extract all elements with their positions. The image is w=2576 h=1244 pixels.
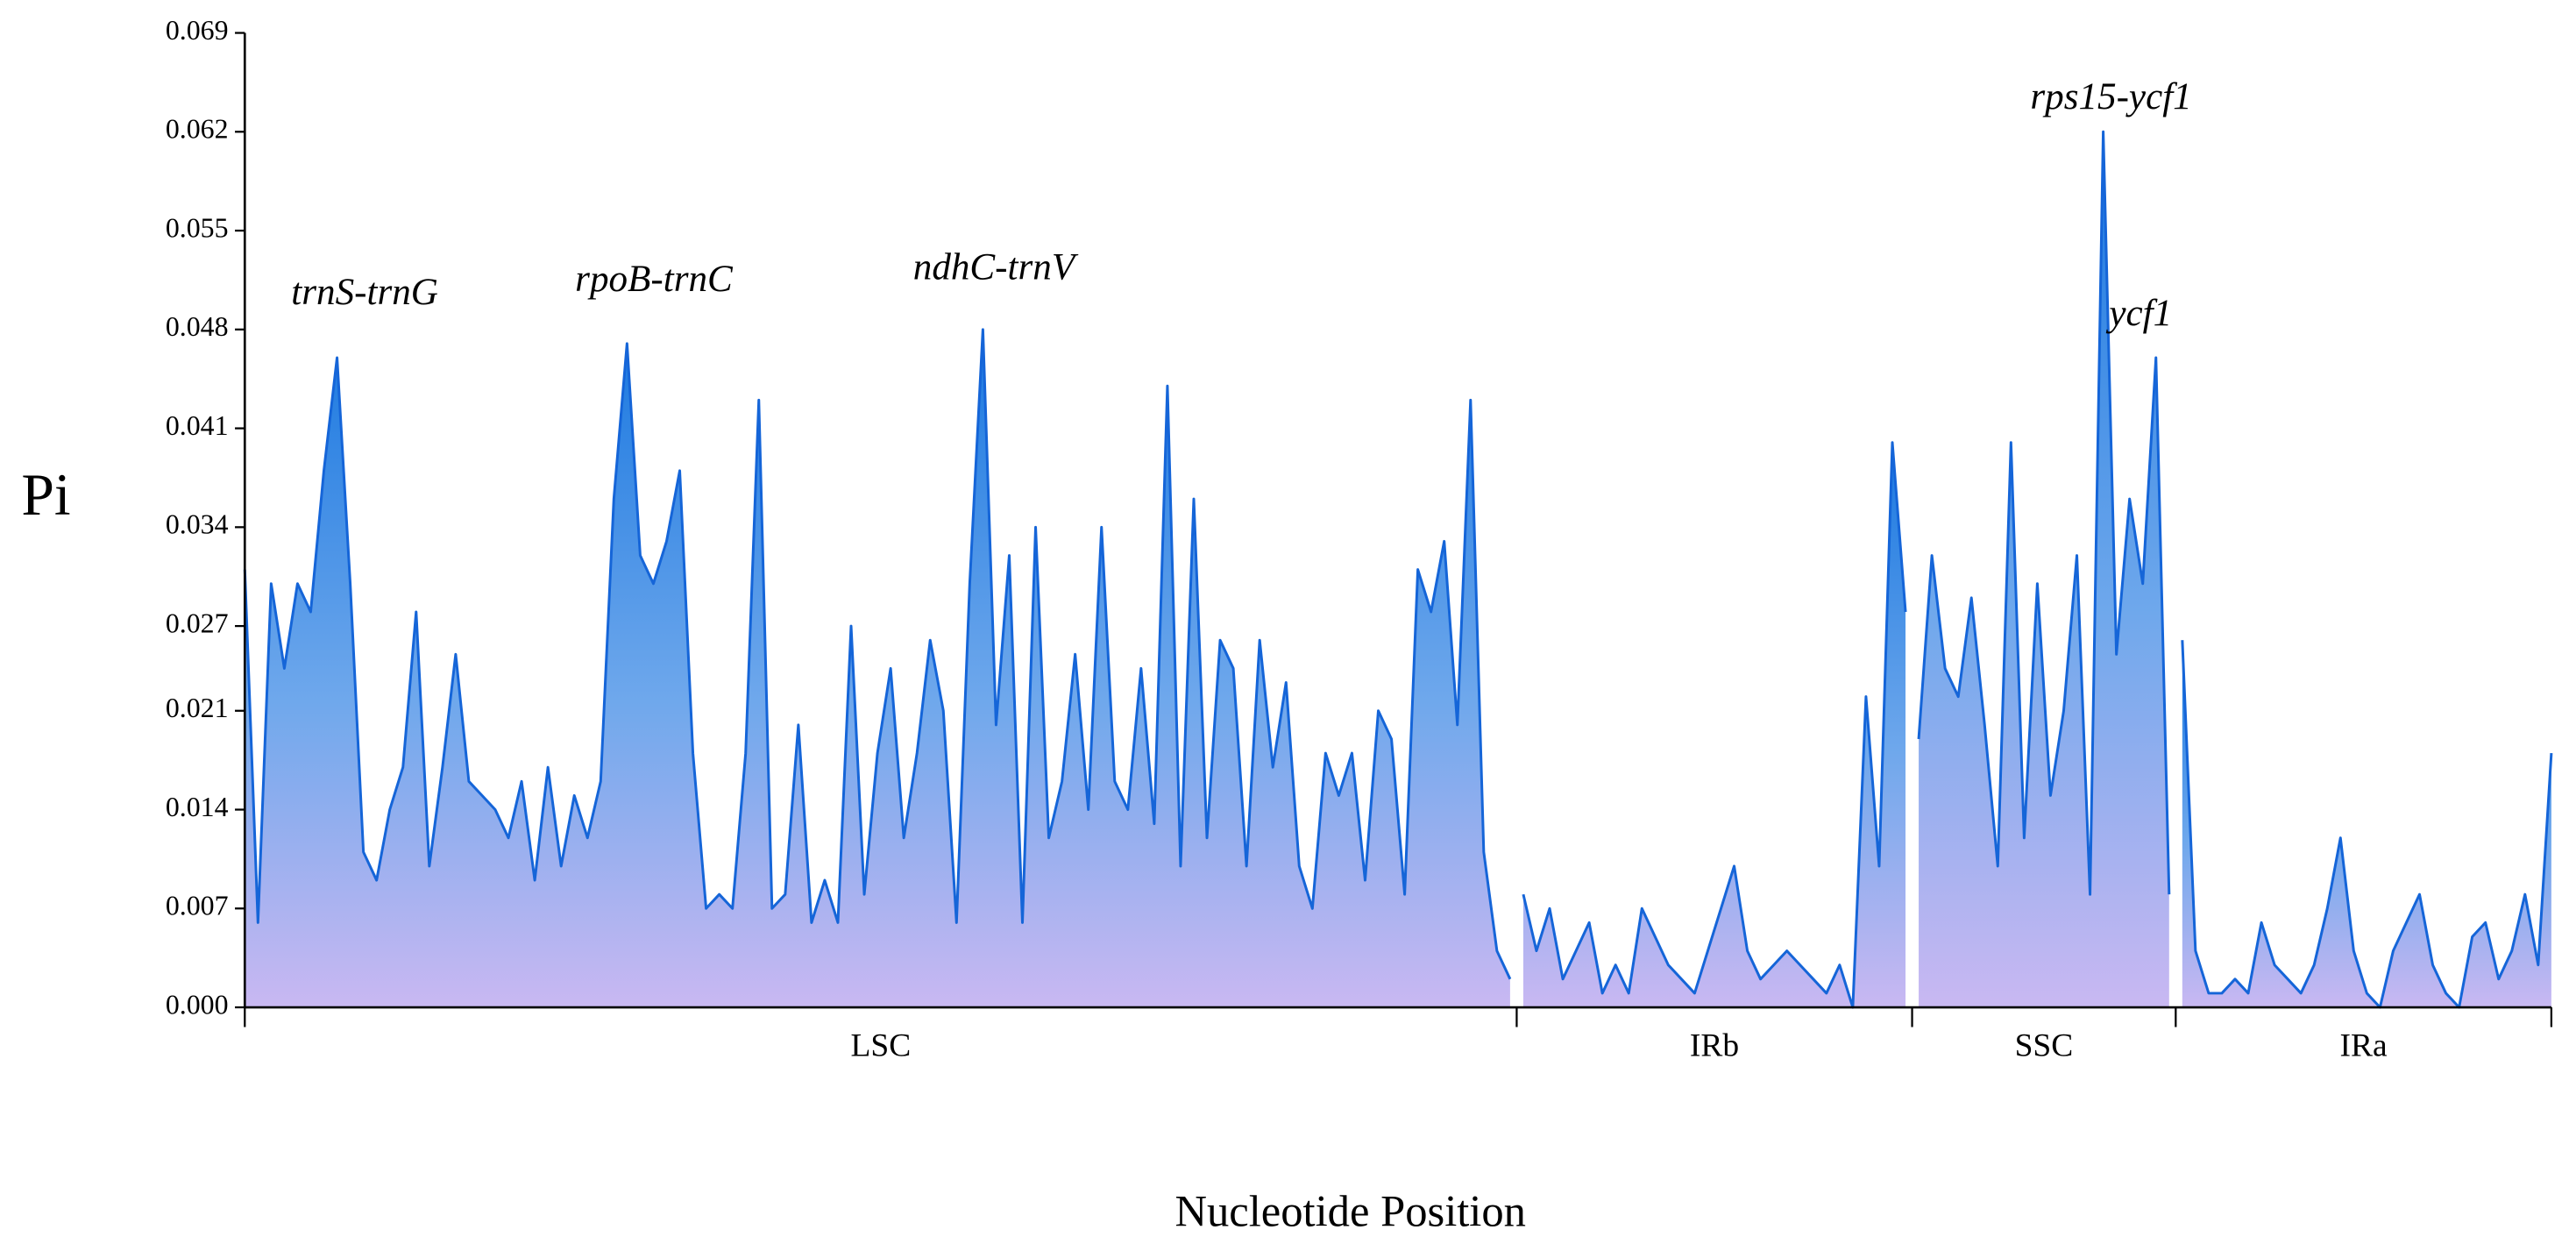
area (1919, 132, 2169, 1008)
line (1522, 441, 1907, 1009)
y-tick-label: 0.062 (166, 114, 229, 145)
annotation: trnS-trnG (291, 272, 438, 313)
area (2182, 640, 2551, 1008)
y-tick-label: 0.014 (166, 792, 229, 822)
region-label: IRa (2340, 1027, 2388, 1063)
area (245, 329, 1510, 1008)
y-axis-title: Pi (21, 462, 70, 528)
y-tick-label: 0.055 (166, 212, 229, 243)
line (1917, 130, 2171, 896)
y-tick-label: 0.041 (166, 410, 229, 441)
x-axis-title: Nucleotide Position (1174, 1187, 1526, 1236)
y-tick-label: 0.048 (166, 311, 229, 342)
line (2181, 640, 2553, 1009)
y-tick-label: 0.000 (166, 989, 229, 1020)
y-tick-label: 0.007 (166, 891, 229, 921)
region-label: SSC (2015, 1027, 2074, 1063)
annotation: rpoB-trnC (575, 259, 734, 300)
annotation: ndhC-trnV (913, 247, 1079, 288)
y-tick-label: 0.034 (166, 509, 229, 540)
y-tick-label: 0.069 (166, 15, 229, 46)
annotation: rps15-ycf1 (2030, 76, 2191, 117)
y-tick-label: 0.021 (166, 693, 229, 723)
region-label: LSC (850, 1027, 911, 1063)
y-tick-label: 0.027 (166, 608, 229, 638)
region-label: IRb (1690, 1027, 1739, 1063)
area (1522, 442, 1906, 1008)
line (243, 328, 1512, 980)
annotation: ycf1 (2105, 293, 2172, 334)
